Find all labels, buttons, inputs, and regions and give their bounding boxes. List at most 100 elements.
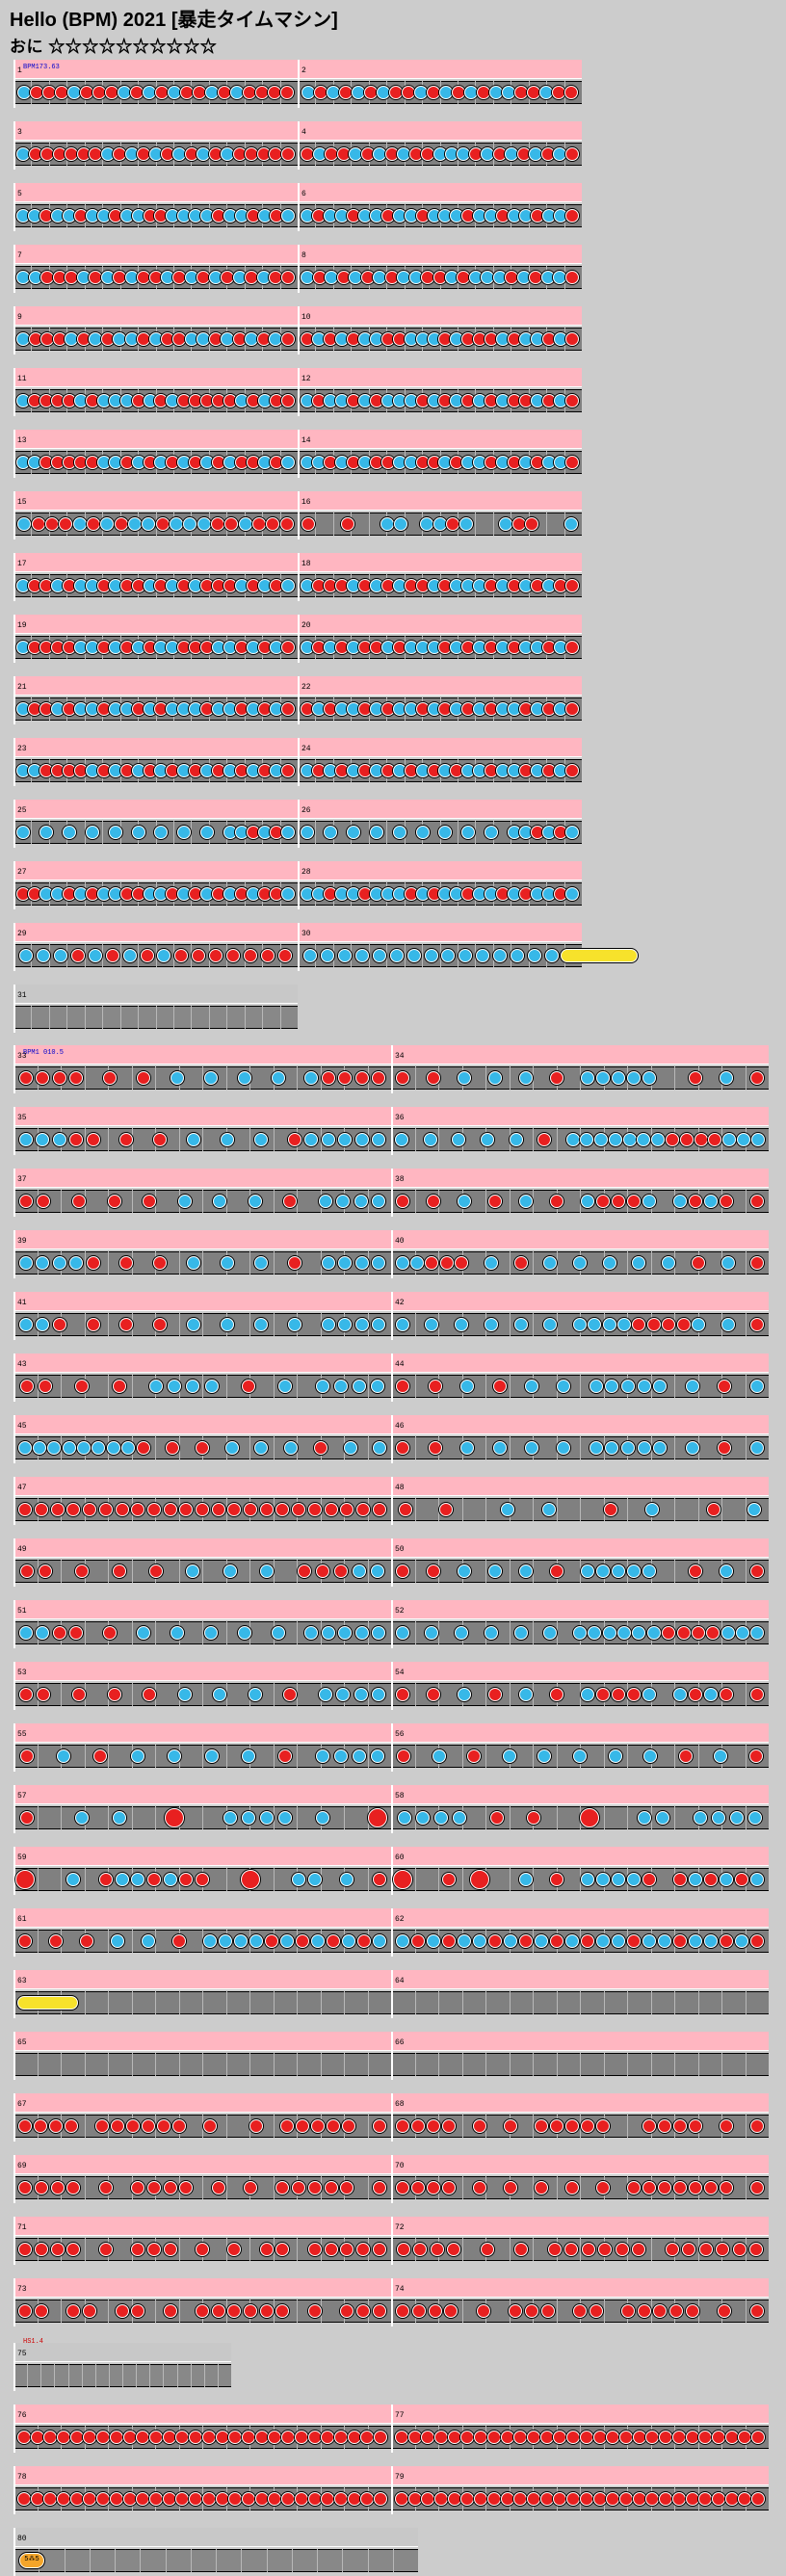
don-note	[114, 517, 128, 531]
difficulty-row: おに ☆☆☆☆☆☆☆☆☆☆	[10, 33, 217, 57]
ka-note	[302, 949, 317, 962]
bar-number: 4	[301, 128, 306, 137]
don-note	[720, 2181, 733, 2195]
don-note	[111, 2119, 124, 2133]
beat-line	[509, 1683, 511, 1706]
don-note	[671, 2431, 686, 2444]
beat-line	[31, 1006, 33, 1029]
beat-line	[533, 1560, 534, 1583]
don-note	[685, 2431, 699, 2444]
beat-line	[509, 1066, 511, 1090]
barline	[391, 1045, 393, 1093]
ka-note	[617, 1318, 632, 1331]
don-note	[18, 1071, 33, 1085]
beat-line	[745, 1806, 747, 1829]
ka-note	[413, 86, 428, 99]
bar-number: 44	[395, 1360, 405, 1369]
barline	[13, 491, 15, 539]
don-note	[689, 2119, 702, 2133]
ka-note	[589, 1441, 603, 1455]
bar-number: 61	[17, 1915, 27, 1924]
beat-line	[84, 1991, 86, 2014]
bar-number: 42	[395, 1299, 405, 1307]
ka-note	[396, 1934, 409, 1948]
ka-note	[498, 517, 512, 531]
bar-number: 80	[17, 2535, 27, 2543]
beat-line	[273, 1375, 275, 1398]
beat-line	[266, 2549, 268, 2572]
don-note	[712, 2431, 725, 2444]
beat-line	[273, 2053, 275, 2076]
barline	[13, 553, 15, 601]
beat-line	[273, 1991, 275, 2014]
beat-line	[603, 1436, 605, 1459]
don-note	[750, 1071, 764, 1085]
don-note	[112, 1380, 126, 1393]
beat-line	[674, 1745, 675, 1768]
ka-note	[704, 1688, 718, 1701]
beat-line	[178, 2300, 180, 2323]
don-note	[35, 2243, 49, 2256]
ka-note	[281, 579, 296, 592]
ka-note	[712, 1811, 725, 1825]
beat-line	[546, 513, 548, 536]
don-note	[411, 2119, 425, 2133]
ka-note	[484, 1626, 498, 1640]
ka-note	[320, 949, 334, 962]
ka-note	[488, 1071, 502, 1085]
bar-number: 18	[301, 560, 311, 568]
lane: 65 66	[13, 2032, 769, 2080]
don-note	[447, 2492, 461, 2506]
beat-line	[533, 1745, 534, 1768]
ka-note	[481, 1133, 494, 1146]
barline	[13, 1662, 15, 1710]
beat-line	[533, 1251, 534, 1275]
ka-note	[149, 1380, 163, 1393]
beat-line	[603, 1806, 605, 1829]
beat-line	[485, 1436, 486, 1459]
don-note	[86, 1256, 100, 1270]
ka-note	[33, 1441, 47, 1455]
ka-note	[637, 1380, 651, 1393]
ka-note	[596, 1873, 610, 1886]
don-note	[596, 2119, 610, 2133]
don-note	[136, 1441, 150, 1455]
don-note	[473, 2181, 486, 2195]
don-note	[281, 764, 296, 777]
ka-note	[354, 1133, 369, 1146]
ka-note	[89, 332, 103, 346]
don-note	[334, 2431, 348, 2444]
lane-divider	[13, 2546, 418, 2547]
beat-line	[745, 2300, 747, 2323]
beat-line	[650, 2053, 652, 2076]
don-note	[550, 1564, 563, 1578]
don-note	[50, 2181, 65, 2195]
don-note	[315, 1564, 329, 1578]
beat-line	[155, 1930, 156, 1953]
beat-line	[627, 1745, 628, 1768]
difficulty-stars: ☆☆☆☆☆☆☆☆☆☆	[48, 38, 218, 56]
drumroll	[17, 1996, 78, 2010]
beat-line	[368, 944, 370, 967]
barline	[13, 2466, 15, 2514]
don-note	[511, 517, 526, 531]
don-note	[539, 2431, 554, 2444]
ka-note	[334, 1380, 348, 1393]
don-note	[492, 1380, 507, 1393]
don-note	[215, 2431, 229, 2444]
don-note	[98, 2243, 113, 2256]
ka-note	[545, 949, 560, 962]
don-note	[149, 2431, 163, 2444]
don-note	[324, 2243, 338, 2256]
barline	[391, 1292, 393, 1340]
barline	[298, 306, 300, 355]
ka-note	[612, 1934, 625, 1948]
lane: BPM1 010.5 33 34	[13, 1045, 769, 1093]
ka-note	[750, 1133, 765, 1146]
beat-line	[155, 2300, 156, 2323]
beat-line	[202, 1066, 203, 1090]
barline	[391, 1230, 393, 1278]
lane: 75	[13, 2343, 231, 2391]
don-note	[724, 2492, 739, 2506]
page-title: Hello (BPM) 2021 [暴走タイムマシン]	[10, 10, 338, 31]
